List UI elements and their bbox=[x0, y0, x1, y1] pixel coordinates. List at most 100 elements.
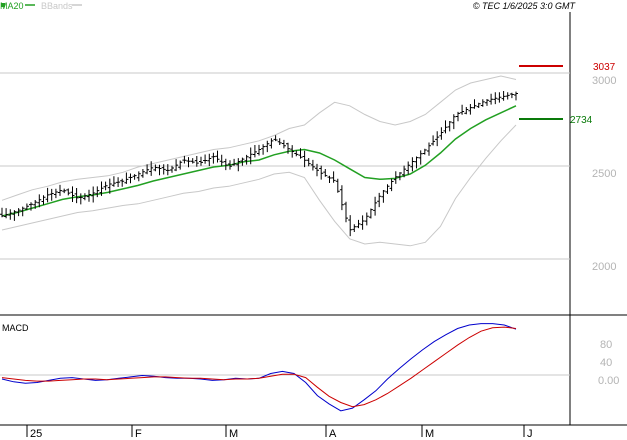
ohlc-bar bbox=[170, 165, 174, 173]
ohlc-bar bbox=[418, 150, 423, 165]
ohlc-bar bbox=[4, 208, 9, 219]
ohlc-bar bbox=[493, 92, 498, 105]
ohlc-bar bbox=[443, 120, 448, 134]
ohlc-bar bbox=[265, 140, 270, 153]
ohlc-bar bbox=[360, 215, 365, 230]
ohlc-bar bbox=[136, 171, 141, 182]
ohlc-bar bbox=[501, 91, 506, 101]
ohlc-bar bbox=[468, 104, 473, 115]
ohlc-bar bbox=[497, 92, 502, 103]
ohlc-bar bbox=[103, 181, 108, 191]
ohlc-bar bbox=[74, 188, 79, 204]
ohlc-bar bbox=[286, 142, 290, 154]
ohlc-bar bbox=[335, 178, 340, 193]
ohlc-bar bbox=[435, 131, 440, 147]
ohlc-bar bbox=[480, 99, 485, 107]
ohlc-bar bbox=[315, 163, 319, 177]
legend-bbands-label: BBands bbox=[41, 1, 73, 11]
ohlc-bar bbox=[182, 155, 187, 164]
ohlc-bar bbox=[281, 139, 286, 149]
ohlc-bar bbox=[422, 148, 427, 155]
ohlc-bar bbox=[476, 102, 481, 108]
ohlc-bars bbox=[0, 91, 518, 237]
ohlc-bar bbox=[252, 145, 257, 158]
ohlc-bar bbox=[339, 185, 344, 211]
x-axis: 25 F M A M J bbox=[26, 425, 533, 440]
ohlc-bar bbox=[232, 158, 237, 166]
ohlc-bar bbox=[37, 194, 42, 208]
bbands-upper-line bbox=[1, 75, 517, 201]
macd-panel-label: MACD bbox=[2, 323, 29, 333]
ohlc-bar bbox=[344, 201, 348, 223]
ohlc-bar bbox=[145, 164, 150, 175]
ohlc-bar bbox=[29, 202, 33, 211]
ohlc-bar bbox=[45, 187, 50, 203]
price-y-tick-label: 2500 bbox=[592, 168, 616, 180]
price-y-tick-label: 2000 bbox=[592, 261, 616, 273]
ohlc-bar bbox=[472, 99, 477, 109]
ohlc-bar bbox=[373, 196, 378, 216]
ohlc-bar bbox=[223, 158, 228, 171]
ohlc-bar bbox=[485, 99, 489, 106]
ohlc-bar bbox=[456, 111, 460, 122]
ohlc-bar bbox=[447, 121, 452, 132]
ohlc-bar bbox=[165, 164, 170, 176]
ohlc-bar bbox=[49, 188, 54, 201]
bbands-lower-line bbox=[1, 124, 517, 247]
ohlc-bar bbox=[8, 209, 13, 220]
ohlc-bar bbox=[261, 144, 266, 155]
ohlc-bar bbox=[219, 154, 224, 167]
price-y-tick-label: 3000 bbox=[592, 75, 616, 87]
ohlc-bar bbox=[389, 178, 394, 192]
ma20-line bbox=[1, 105, 517, 217]
resistance-level-label: 3037 bbox=[593, 62, 616, 73]
legend-ma20-label: MA20 bbox=[0, 1, 24, 11]
ohlc-bar bbox=[41, 195, 46, 205]
ohlc-bar bbox=[99, 181, 104, 196]
x-tick-label: F bbox=[135, 428, 142, 440]
ohlc-bar bbox=[228, 160, 232, 170]
ohlc-bar bbox=[427, 142, 431, 156]
ohlc-bar bbox=[190, 158, 195, 164]
ohlc-bar bbox=[186, 157, 191, 168]
ohlc-bar bbox=[377, 192, 382, 208]
ohlc-bar bbox=[277, 138, 282, 145]
ohlc-bar bbox=[431, 135, 436, 146]
ohlc-bar bbox=[323, 169, 328, 177]
ohlc-bar bbox=[290, 145, 295, 158]
ohlc-bar bbox=[91, 186, 96, 203]
ohlc-bar bbox=[87, 189, 91, 202]
ohlc-bar bbox=[33, 200, 38, 209]
ohlc-bar bbox=[489, 93, 494, 105]
ohlc-bar bbox=[381, 190, 386, 203]
x-tick-label: 25 bbox=[30, 428, 42, 440]
ohlc-bar bbox=[178, 160, 183, 170]
ohlc-bar bbox=[273, 135, 278, 142]
ohlc-bar bbox=[240, 157, 245, 166]
ohlc-bar bbox=[12, 210, 17, 221]
ohlc-bar bbox=[153, 164, 158, 172]
ohlc-bar bbox=[16, 208, 21, 217]
ohlc-bar bbox=[302, 150, 307, 168]
ohlc-bar bbox=[116, 177, 121, 187]
ohlc-bar bbox=[149, 161, 154, 176]
ohlc-bar bbox=[53, 188, 58, 199]
x-tick-label: M bbox=[425, 428, 434, 440]
ohlc-bar bbox=[161, 164, 166, 175]
ohlc-bar bbox=[58, 184, 62, 196]
ohlc-bar bbox=[128, 173, 133, 184]
ohlc-bar bbox=[215, 150, 220, 163]
x-tick-label: M bbox=[229, 428, 238, 440]
ohlc-bar bbox=[460, 104, 465, 115]
ohlc-bar bbox=[62, 188, 67, 194]
ohlc-bar bbox=[248, 147, 253, 165]
ohlc-bar bbox=[157, 164, 162, 176]
ohlc-bar bbox=[257, 144, 261, 156]
ohlc-bar bbox=[310, 159, 315, 171]
legend-ma20-swatch bbox=[1, 3, 5, 7]
ohlc-bar bbox=[368, 208, 373, 219]
ohlc-bar bbox=[464, 107, 469, 115]
ohlc-bar bbox=[20, 206, 25, 217]
ohlc-bar bbox=[140, 169, 145, 178]
